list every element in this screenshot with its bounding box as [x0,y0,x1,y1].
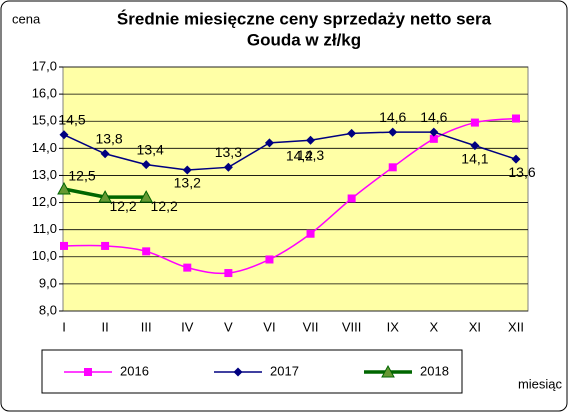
data-point [142,247,151,256]
y-axis-label: cena [12,11,41,26]
data-point [470,141,480,151]
data-point [100,149,110,159]
data-point [223,162,233,172]
legend-marker [233,367,243,377]
x-axis-label: miesiąc [518,376,563,391]
data-point [139,190,154,203]
data-point [512,114,520,123]
data-point [264,138,274,148]
legend-label: 2018 [420,363,449,378]
data-label: 13,6 [508,164,535,180]
x-tick-label: IV [181,319,194,334]
data-point [224,269,233,278]
data-label: 14,5 [58,111,85,127]
y-tick-label: 14,0 [32,140,57,155]
y-tick-label: 16,0 [32,86,57,101]
x-tick-label: VIII [342,319,362,334]
data-point [306,135,316,145]
x-tick-label: VII [303,319,319,334]
data-label: 12,2 [151,198,178,214]
data-label: 13,8 [95,130,122,146]
legend-label: 2017 [270,363,299,378]
data-label: 13,3 [215,144,242,160]
x-tick-label: XII [508,319,524,334]
legend-label: 2016 [120,363,149,378]
legend-marker [381,364,395,378]
x-tick-label: V [224,319,233,334]
data-point [141,160,151,170]
data-point [429,134,438,143]
data-point [347,194,356,203]
data-point [429,127,439,137]
data-label: 14,1 [461,150,488,166]
y-tick-label: 9,0 [39,275,57,290]
x-tick-label: IX [387,319,400,334]
data-label: 13,4 [137,141,164,157]
y-tick-label: 11,0 [33,221,57,236]
data-point [306,229,315,238]
plot-area [62,66,529,312]
data-point [57,181,71,195]
data-point [60,241,68,250]
data-point [182,165,192,175]
x-tick-label: III [141,319,152,334]
data-point [101,241,110,250]
data-point [511,154,521,164]
x-tick-label: VI [263,319,275,334]
chart-title: Gouda w zł/kg [247,30,361,49]
y-tick-label: 17,0 [32,58,57,73]
data-label: 12,5 [68,168,95,184]
x-tick-label: X [429,319,438,334]
y-tick-label: 8,0 [39,302,57,317]
data-point [388,127,398,137]
legend-marker [84,368,92,376]
data-label: 12,2 [109,198,136,214]
data-point [183,263,192,272]
data-point [265,255,274,264]
data-label: 14,6 [379,109,406,125]
data-label: 14,6 [420,109,447,125]
y-tick-label: 10,0 [32,248,57,263]
data-point [98,190,112,203]
x-tick-label: II [101,319,108,334]
y-tick-label: 15,0 [32,113,57,128]
x-tick-label: I [62,319,66,334]
data-point [388,163,397,172]
data-point [59,130,69,140]
y-tick-label: 12,0 [32,194,57,209]
y-tick-label: 13,0 [32,167,57,182]
chart-title: Średnie miesięczne ceny sprzedaży netto … [117,9,492,28]
data-point [470,118,479,127]
series-line [63,131,517,171]
data-point [347,128,357,138]
data-label: 14,3 [297,147,324,163]
data-label: 13,2 [174,175,201,191]
x-tick-label: XI [469,319,481,334]
data-label: 14,2 [286,148,313,164]
